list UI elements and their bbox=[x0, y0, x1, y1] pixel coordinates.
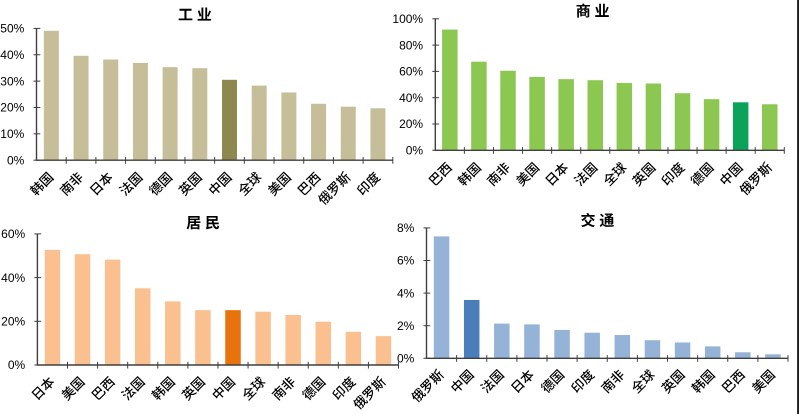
svg-text:80%: 80% bbox=[399, 38, 423, 52]
svg-text:30%: 30% bbox=[0, 74, 24, 88]
svg-text:0%: 0% bbox=[406, 144, 424, 158]
svg-text:2%: 2% bbox=[397, 319, 415, 333]
svg-text:20%: 20% bbox=[1, 315, 25, 329]
svg-text:0%: 0% bbox=[8, 358, 26, 372]
svg-text:20%: 20% bbox=[0, 101, 24, 115]
svg-text:4%: 4% bbox=[397, 286, 415, 300]
svg-text:100%: 100% bbox=[392, 12, 423, 26]
svg-text:0%: 0% bbox=[397, 352, 415, 366]
svg-text:40%: 40% bbox=[1, 271, 25, 285]
svg-text:0%: 0% bbox=[7, 153, 25, 167]
svg-text:60%: 60% bbox=[1, 227, 25, 241]
svg-text:60%: 60% bbox=[399, 65, 423, 79]
svg-text:20%: 20% bbox=[399, 117, 423, 131]
svg-text:6%: 6% bbox=[397, 254, 415, 268]
svg-text:40%: 40% bbox=[399, 91, 423, 105]
svg-text:8%: 8% bbox=[397, 221, 415, 235]
svg-text:50%: 50% bbox=[0, 22, 24, 36]
svg-text:40%: 40% bbox=[0, 48, 24, 62]
svg-text:10%: 10% bbox=[0, 127, 24, 141]
